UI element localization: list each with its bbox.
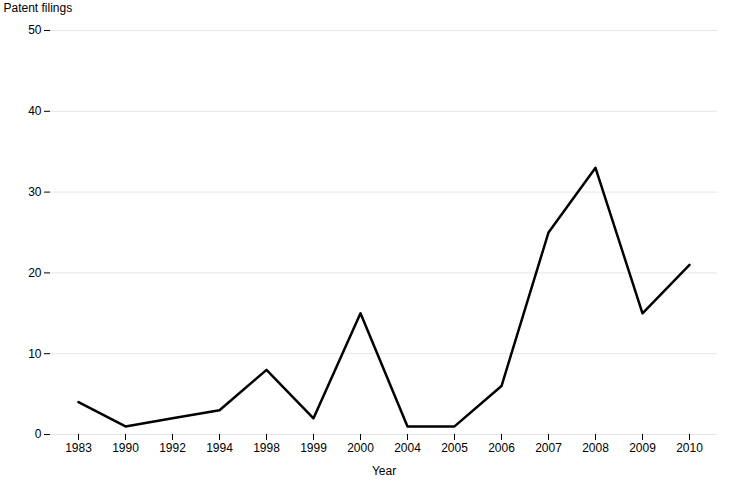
svg-text:20: 20 [28, 266, 42, 280]
svg-text:0: 0 [35, 427, 42, 441]
svg-text:2010: 2010 [676, 441, 703, 455]
svg-text:1999: 1999 [300, 441, 327, 455]
svg-text:2005: 2005 [441, 441, 468, 455]
svg-text:2007: 2007 [535, 441, 562, 455]
svg-text:1983: 1983 [65, 441, 92, 455]
svg-text:2008: 2008 [582, 441, 609, 455]
svg-text:Patent filings: Patent filings [4, 1, 73, 15]
svg-text:40: 40 [28, 104, 42, 118]
svg-text:1990: 1990 [112, 441, 139, 455]
svg-text:2000: 2000 [347, 441, 374, 455]
svg-text:2006: 2006 [488, 441, 515, 455]
svg-text:1998: 1998 [253, 441, 280, 455]
svg-text:30: 30 [28, 185, 42, 199]
svg-text:2009: 2009 [629, 441, 656, 455]
svg-text:1992: 1992 [159, 441, 186, 455]
svg-text:50: 50 [28, 23, 42, 37]
svg-text:10: 10 [28, 347, 42, 361]
svg-text:1994: 1994 [206, 441, 233, 455]
svg-text:2004: 2004 [394, 441, 421, 455]
svg-text:Year: Year [372, 464, 396, 478]
